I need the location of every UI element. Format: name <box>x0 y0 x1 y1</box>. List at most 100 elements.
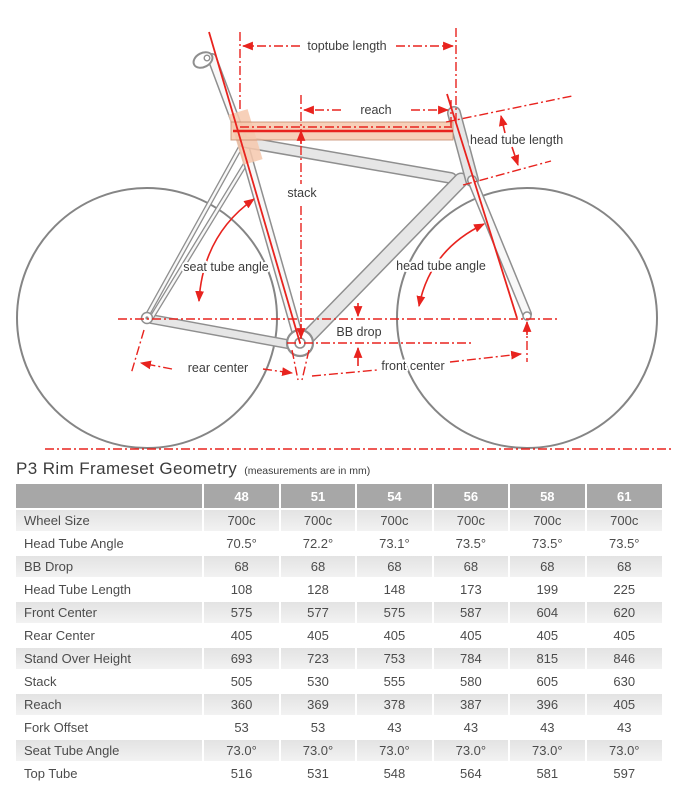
value-cell: 604 <box>508 601 586 624</box>
header-row: 48 51 54 56 58 61 <box>16 484 662 509</box>
size-column-header: 48 <box>202 484 280 509</box>
value-cell: 630 <box>584 670 662 693</box>
table-row: BB Drop 68 68 68 68 68 68 <box>16 555 662 578</box>
table-row: Stand Over Height 693 723 753 784 815 846 <box>16 647 662 670</box>
value-cell: 516 <box>202 762 280 785</box>
value-cell: 505 <box>202 670 280 693</box>
row-label: Stack <box>24 674 57 689</box>
value-cell: 70.5° <box>202 532 280 555</box>
value-cell: 73.0° <box>278 739 357 762</box>
table-row: Stack 505 530 555 580 605 630 <box>16 670 662 693</box>
label-head-tube-angle: head tube angle <box>396 259 486 273</box>
value-cell: 108 <box>202 578 280 601</box>
value-cell: 53 <box>202 716 280 739</box>
table-row: Head Tube Angle 70.5° 72.2° 73.1° 73.5° 73.5°… <box>16 532 662 555</box>
label-reach: reach <box>360 103 391 117</box>
dim-toptube-length: toptube length <box>239 28 457 122</box>
geometry-table-section: P3 Rim Frameset Geometry (measurements a… <box>0 459 678 792</box>
corner-cell <box>16 484 204 509</box>
value-cell: 360 <box>202 693 280 716</box>
dim-rear-center: rear center <box>130 329 310 381</box>
size-column-header: 58 <box>508 484 586 509</box>
value-cell: 405 <box>355 624 433 647</box>
value-cell: 68 <box>278 555 357 578</box>
value-cell: 73.5° <box>508 532 586 555</box>
label-seat-tube-angle: seat tube angle <box>183 260 269 274</box>
value-cell: 378 <box>355 693 433 716</box>
table-row: Top Tube 516 531 548 564 581 597 <box>16 762 662 785</box>
value-cell: 73.0° <box>508 739 586 762</box>
dim-seat-tube-angle: seat tube angle <box>181 198 271 303</box>
value-cell: 555 <box>355 670 433 693</box>
label-bb-drop: BB drop <box>336 325 381 339</box>
value-cell: 548 <box>355 762 433 785</box>
value-cell: 148 <box>355 578 433 601</box>
row-label: Wheel Size <box>16 509 204 532</box>
geometry-table-head: 48 51 54 56 58 61 <box>16 484 662 509</box>
value-cell: 43 <box>584 716 662 739</box>
value-cell: 369 <box>278 693 357 716</box>
label-front-center: front center <box>381 359 444 373</box>
value-cell: 564 <box>431 762 510 785</box>
frame-geometry-diagram: toptube length reach stack head tube len… <box>16 28 672 450</box>
front-wheel <box>396 187 658 449</box>
value-cell: 723 <box>278 647 357 670</box>
size-column-header: 51 <box>278 484 357 509</box>
row-label: Top Tube <box>24 766 78 781</box>
value-cell: 693 <box>202 647 280 670</box>
value-cell: 405 <box>584 693 662 716</box>
table-row: Head Tube Length 108 128 148 173 199 225 <box>16 578 662 601</box>
value-cell: 605 <box>508 670 586 693</box>
value-cell: 620 <box>584 601 662 624</box>
value-cell: 73.1° <box>355 532 433 555</box>
value-cell: 199 <box>508 578 586 601</box>
value-cell: 575 <box>355 601 433 624</box>
row-label: BB Drop <box>16 555 204 578</box>
value-cell: 73.5° <box>584 532 662 555</box>
table-subtitle: (measurements are in mm) <box>244 465 371 477</box>
rear-wheel <box>16 187 278 449</box>
row-label: Rear Center <box>24 628 95 643</box>
dim-stack: stack <box>285 95 319 340</box>
value-cell: 405 <box>584 624 662 647</box>
value-cell: 597 <box>584 762 662 785</box>
value-cell: 43 <box>355 716 433 739</box>
value-cell: 73.0° <box>202 739 280 762</box>
value-cell: 73.0° <box>355 739 433 762</box>
value-cell: 73.0° <box>431 739 510 762</box>
page-title: P3 Rim Frameset Geometry <box>16 459 238 478</box>
row-label: Head Tube Length <box>24 582 131 597</box>
value-cell: 700c <box>508 509 586 532</box>
label-rear-center: rear center <box>188 361 248 375</box>
dim-reach: reach <box>240 100 452 128</box>
table-row: Rear Center 405 405 405 405 405 405 <box>16 624 662 647</box>
front-dropout <box>522 311 532 321</box>
value-cell: 73.5° <box>431 532 510 555</box>
value-cell: 68 <box>431 555 510 578</box>
value-cell: 53 <box>278 716 357 739</box>
dim-head-tube-angle: head tube angle <box>394 223 488 308</box>
value-cell: 531 <box>278 762 357 785</box>
table-title-row: P3 Rim Frameset Geometry (measurements a… <box>16 459 662 479</box>
row-label: Stand Over Height <box>16 647 204 670</box>
value-cell: 43 <box>508 716 586 739</box>
value-cell: 815 <box>508 647 586 670</box>
value-cell: 128 <box>278 578 357 601</box>
value-cell: 73.0° <box>584 739 662 762</box>
value-cell: 753 <box>355 647 433 670</box>
value-cell: 405 <box>202 624 280 647</box>
value-cell: 700c <box>202 509 280 532</box>
frame <box>140 51 532 358</box>
dim-head-tube-length: head tube length <box>445 95 573 186</box>
value-cell: 68 <box>202 555 280 578</box>
label-toptube-length: toptube length <box>307 39 386 53</box>
table-row: Reach 360 369 378 387 396 405 <box>16 693 662 716</box>
axis-lines <box>208 31 518 344</box>
table-row: Wheel Size 700c 700c 700c 700c 700c 700c <box>16 509 662 532</box>
row-label: Fork Offset <box>24 720 89 735</box>
value-cell: 577 <box>278 601 357 624</box>
label-stack: stack <box>287 186 317 200</box>
size-column-header: 54 <box>355 484 433 509</box>
value-cell: 405 <box>278 624 357 647</box>
